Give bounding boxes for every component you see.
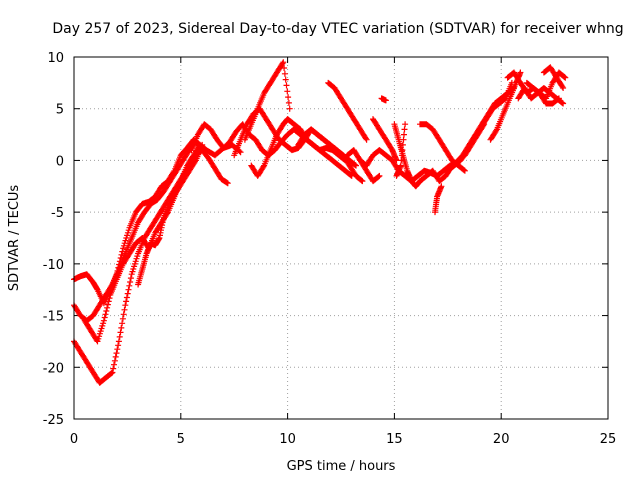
series-track-19 [432, 183, 445, 216]
chart-title: Day 257 of 2023, Sidereal Day-to-day VTE… [52, 21, 623, 37]
series-track-8 [241, 59, 293, 143]
y-axis-label: SDTVAR / TECUs [7, 185, 22, 292]
x-tick-label: 15 [386, 432, 403, 447]
data-point-markers [523, 79, 562, 107]
data-point-markers [325, 79, 370, 143]
plot-frame [73, 56, 609, 420]
series-track-24 [523, 79, 562, 107]
y-tick-label: 10 [47, 51, 64, 66]
data-point-markers [417, 121, 468, 174]
x-tick-labels: 0 5 10 15 20 25 [70, 432, 616, 447]
series-track-14 [370, 116, 400, 164]
series-track-15 [378, 95, 389, 104]
y-tick-labels: 10 5 0 -5 -10 -15 -20 -25 [43, 51, 64, 428]
y-tick-label: -10 [43, 258, 64, 273]
data-point-markers [393, 121, 409, 179]
series-track-11 [325, 79, 370, 143]
series-track-5 [135, 141, 206, 288]
data-points [71, 59, 569, 386]
x-tick-label: 5 [177, 432, 185, 447]
y-tick-label: -5 [51, 206, 64, 221]
series-track-10 [295, 126, 366, 185]
y-tick-label: -25 [43, 413, 64, 428]
y-tick-label: 5 [56, 103, 64, 118]
series-track-17 [393, 121, 409, 179]
y-tick-label: 0 [56, 154, 64, 169]
series-track-20 [444, 79, 515, 174]
data-point-markers [135, 141, 206, 288]
x-tick-label: 20 [493, 432, 510, 447]
series-track-18 [417, 121, 468, 174]
x-tick-label: 10 [279, 432, 296, 447]
data-point-markers [432, 183, 445, 216]
y-tick-label: -20 [43, 361, 64, 376]
series-track-25 [540, 64, 567, 91]
data-point-markers [295, 126, 366, 185]
data-point-markers [540, 64, 567, 91]
x-tick-label: 25 [600, 432, 617, 447]
x-axis-label: GPS time / hours [287, 459, 396, 474]
data-point-markers [378, 95, 389, 104]
y-tick-label: -15 [43, 310, 64, 325]
data-point-markers [444, 79, 515, 174]
data-point-markers [370, 116, 400, 164]
x-tick-label: 0 [70, 432, 78, 447]
data-point-markers [241, 59, 293, 143]
